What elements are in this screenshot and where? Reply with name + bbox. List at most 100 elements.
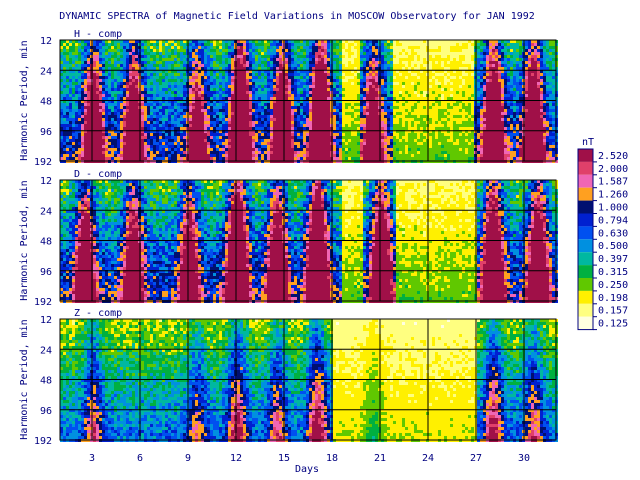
spectrogram-cell [246,46,249,49]
spectrogram-cell [480,127,483,130]
spectrogram-cell [447,118,450,121]
spectrogram-cell [144,46,147,49]
spectrogram-cell [252,106,255,109]
spectrogram-cell [540,127,543,130]
spectrogram-cell [195,70,198,73]
spectrogram-cell [192,115,195,118]
spectrogram-cell [243,118,246,121]
spectrogram-cell [399,100,402,103]
spectrogram-cell [273,85,276,88]
spectrogram-cell [375,112,378,115]
spectrogram-cell [339,118,342,121]
spectrogram-cell [150,124,153,127]
spectrogram-cell [87,121,90,124]
spectrogram-cell [279,70,282,73]
spectrogram-cell [243,79,246,82]
spectrogram-cell [372,115,375,118]
spectrogram-cell [552,52,555,55]
spectrogram-cell [375,49,378,52]
spectrogram-cell [231,106,234,109]
spectrogram-cell [144,49,147,52]
spectrogram-cell [225,115,228,118]
spectrogram-cell [408,109,411,112]
spectrogram-cell [291,103,294,106]
spectrogram-cell [333,46,336,49]
spectrogram-cell [447,43,450,46]
spectrogram-cell [372,58,375,61]
spectrogram-cell [135,58,138,61]
spectrogram-cell [156,100,159,103]
spectrogram-cell [252,82,255,85]
spectrogram-cell [510,58,513,61]
spectrogram-cell [111,115,114,118]
spectrogram-cell [255,124,258,127]
spectrogram-cell [111,70,114,73]
spectrogram-cell [366,121,369,124]
spectrogram-cell [453,94,456,97]
spectrogram-cell [288,76,291,79]
spectrogram-cell [75,115,78,118]
spectrogram-cell [204,115,207,118]
spectrogram-cell [333,55,336,58]
spectrogram-cell [78,76,81,79]
spectrogram-cell [405,46,408,49]
spectrogram-cell [447,100,450,103]
spectrogram-cell [468,109,471,112]
spectrogram-cell [210,64,213,67]
spectrogram-cell [348,52,351,55]
spectrogram-cell [441,55,444,58]
spectrogram-cell [537,124,540,127]
spectrogram-cell [276,85,279,88]
spectrogram-cell [549,49,552,52]
spectrogram-cell [135,73,138,76]
spectrogram-cell [351,127,354,130]
spectrogram-cell [222,61,225,64]
spectrogram-cell [342,121,345,124]
spectrogram-cell [372,88,375,91]
spectrogram-cell [258,115,261,118]
spectrogram-cell [87,61,90,64]
spectrogram-cell [318,100,321,103]
spectrogram-cell [102,88,105,91]
spectrogram-cell [111,43,114,46]
spectrogram-cell [201,103,204,106]
spectrogram-cell [180,79,183,82]
spectrogram-cell [144,43,147,46]
spectrogram-cell [297,94,300,97]
spectrogram-cell [483,106,486,109]
spectrogram-cell [273,115,276,118]
spectrogram-cell [198,85,201,88]
spectrogram-cell [270,100,273,103]
spectrogram-cell [294,82,297,85]
spectrogram-cell [246,73,249,76]
spectrogram-cell [375,40,378,43]
spectrogram-cell [435,70,438,73]
spectrogram-cell [528,58,531,61]
spectrogram-cell [381,91,384,94]
spectrogram-cell [207,70,210,73]
spectrogram-cell [114,127,117,130]
spectrogram-cell [144,100,147,103]
spectrogram-cell [492,73,495,76]
spectrogram-cell [201,106,204,109]
spectrogram-cell [129,76,132,79]
spectrogram-cell [477,76,480,79]
spectrogram-cell [189,82,192,85]
spectrogram-cell [303,46,306,49]
spectrogram-cell [456,73,459,76]
spectrogram-cell [93,130,96,133]
spectrogram-cell [366,91,369,94]
spectrogram-cell [480,118,483,121]
spectrogram-cell [486,115,489,118]
spectrogram-cell [156,115,159,118]
spectrogram-cell [339,49,342,52]
spectrogram-cell [477,124,480,127]
spectrogram-cell [315,61,318,64]
spectrogram-cell [150,82,153,85]
spectrogram-cell [162,55,165,58]
spectrogram-cell [285,55,288,58]
spectrogram-cell [81,112,84,115]
spectrogram-cell [225,121,228,124]
spectrogram-cell [453,109,456,112]
spectrogram-cell [477,118,480,121]
